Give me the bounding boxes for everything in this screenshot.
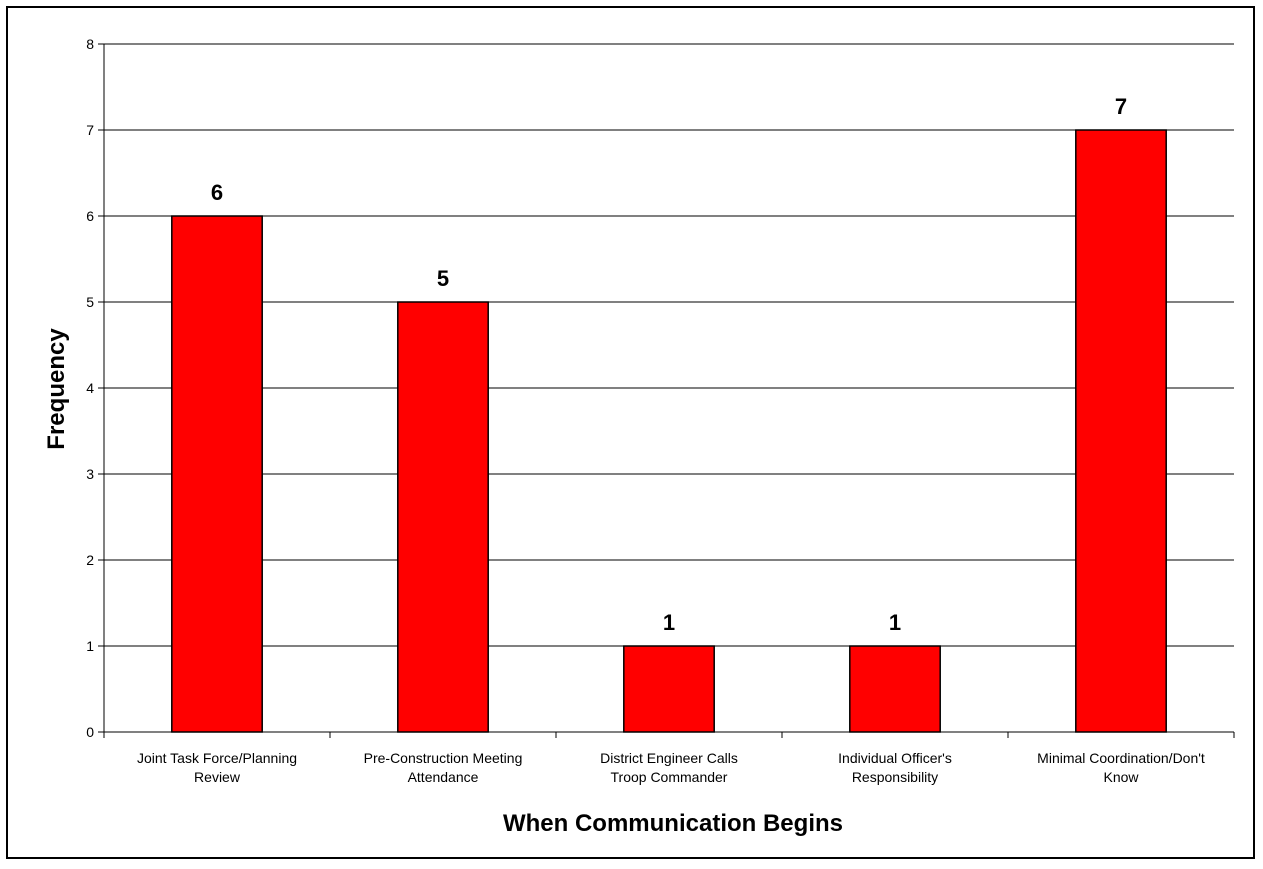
data-label: 1 — [889, 610, 901, 635]
y-tick-label: 7 — [86, 122, 94, 138]
gridlines — [104, 43, 1234, 647]
y-tick-label: 4 — [86, 380, 94, 396]
data-label: 6 — [211, 180, 223, 205]
data-label: 7 — [1115, 94, 1127, 119]
y-tick-label: 2 — [86, 552, 94, 568]
bars — [171, 129, 1167, 733]
x-tick-label: Responsibility — [852, 769, 938, 785]
x-tick-label: Pre-Construction Meeting — [364, 750, 523, 766]
data-label: 5 — [437, 266, 449, 291]
x-tick-label: Individual Officer's — [838, 750, 952, 766]
labels: 0 1 2 3 4 5 6 7 8 6 Joint Task Force/Planning Revie… — [86, 36, 1205, 785]
bar — [171, 215, 263, 733]
x-tick-label: Know — [1103, 769, 1139, 785]
bar — [1075, 129, 1167, 733]
x-tick-label: Joint Task Force/Planning — [137, 750, 297, 766]
bar — [849, 645, 941, 733]
y-tick-label: 6 — [86, 208, 94, 224]
data-label: 1 — [663, 610, 675, 635]
bar — [623, 645, 715, 733]
x-axis-title: When Communication Begins — [503, 810, 843, 837]
x-tick-label: Attendance — [408, 769, 479, 785]
y-tick-label: 8 — [86, 36, 94, 52]
y-axis-title: Frequency — [43, 328, 70, 450]
x-tick-label: Minimal Coordination/Don't — [1037, 750, 1205, 766]
bar — [397, 301, 489, 733]
y-tick-label: 3 — [86, 466, 94, 482]
x-tick-label: Review — [194, 769, 241, 785]
y-tick-label: 0 — [86, 724, 94, 740]
x-tick-label: Troop Commander — [611, 769, 728, 785]
x-tick-label: District Engineer Calls — [600, 750, 738, 766]
axes — [98, 43, 1235, 738]
y-tick-label: 5 — [86, 294, 94, 310]
y-tick-label: 1 — [86, 638, 94, 654]
